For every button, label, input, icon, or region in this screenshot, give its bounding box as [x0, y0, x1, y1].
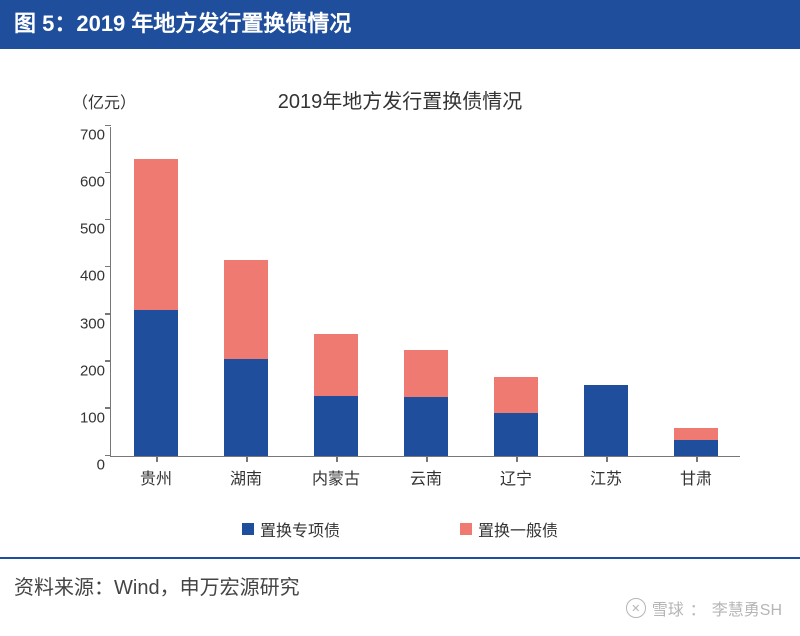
y-tick-label: 100 [61, 409, 105, 426]
watermark-sep: ： [690, 596, 706, 620]
x-tick-label: 江苏 [590, 465, 622, 489]
legend-item: 置换一般债 [460, 517, 558, 541]
legend-swatch [460, 523, 472, 535]
legend: 置换专项债 置换一般债 [0, 517, 800, 541]
bar-segment [224, 260, 268, 359]
x-tick-label: 辽宁 [500, 465, 532, 489]
x-tick-mark [336, 456, 338, 462]
x-tick-mark [696, 456, 698, 462]
bar-segment [494, 377, 538, 412]
bar-segment [494, 413, 538, 456]
legend-label: 置换专项债 [260, 517, 340, 541]
x-tick-mark [246, 456, 248, 462]
plot-region: 0100200300400500600700贵州湖南内蒙古云南辽宁江苏甘肃 [110, 127, 740, 457]
y-tick-mark [105, 266, 111, 268]
y-tick-label: 500 [61, 221, 105, 238]
y-tick-mark [105, 125, 111, 127]
source-line: 资料来源：Wind，申万宏源研究 [0, 559, 800, 600]
figure-title: 图 5：2019 年地方发行置换债情况 [14, 11, 351, 36]
bar-segment [134, 310, 178, 456]
watermark-site: 雪球 [652, 596, 684, 620]
bar-segment [674, 440, 718, 457]
x-tick-label: 贵州 [140, 465, 172, 489]
bar-segment [224, 359, 268, 456]
bar-segment [404, 350, 448, 397]
x-tick-mark [516, 456, 518, 462]
watermark: ✕ 雪球 ： 李慧勇SH [626, 596, 782, 620]
y-tick-mark [105, 360, 111, 362]
bar-segment [584, 385, 628, 456]
chart-title: 2019年地方发行置换债情况 [0, 85, 800, 114]
y-tick-mark [105, 313, 111, 315]
y-tick-label: 0 [61, 457, 105, 474]
y-tick-mark [105, 455, 111, 457]
legend-swatch [242, 523, 254, 535]
x-tick-mark [606, 456, 608, 462]
x-tick-label: 湖南 [230, 465, 262, 489]
y-tick-label: 400 [61, 268, 105, 285]
y-tick-label: 300 [61, 315, 105, 332]
x-tick-label: 云南 [410, 465, 442, 489]
bar-segment [314, 334, 358, 395]
x-tick-label: 内蒙古 [312, 465, 360, 489]
y-tick-label: 200 [61, 362, 105, 379]
legend-item: 置换专项债 [242, 517, 340, 541]
x-tick-mark [156, 456, 158, 462]
xueqiu-icon: ✕ [626, 598, 646, 618]
y-tick-label: 700 [61, 127, 105, 144]
bar-segment [314, 396, 358, 456]
y-tick-mark [105, 219, 111, 221]
y-tick-mark [105, 172, 111, 174]
y-tick-label: 600 [61, 174, 105, 191]
bar-segment [134, 159, 178, 310]
y-tick-mark [105, 407, 111, 409]
legend-label: 置换一般债 [478, 517, 558, 541]
watermark-author: 李慧勇SH [712, 596, 782, 620]
x-tick-mark [426, 456, 428, 462]
chart-area: （亿元） 2019年地方发行置换债情况 01002003004005006007… [0, 49, 800, 553]
figure-header: 图 5：2019 年地方发行置换债情况 [0, 0, 800, 47]
bar-segment [404, 397, 448, 456]
bar-segment [674, 428, 718, 440]
x-tick-label: 甘肃 [680, 465, 712, 489]
